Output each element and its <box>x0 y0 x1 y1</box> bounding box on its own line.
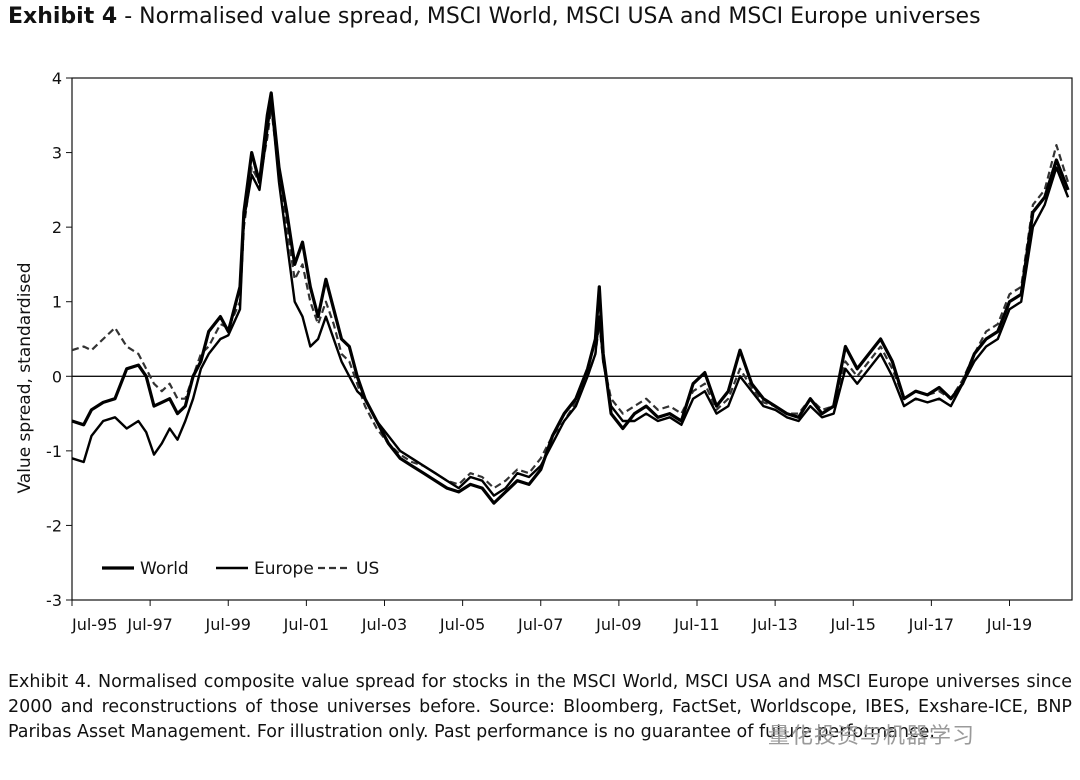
x-tick-label: Jul-07 <box>517 615 563 634</box>
legend-label-us: US <box>356 559 379 579</box>
x-tick-label: Jul-01 <box>283 615 329 634</box>
x-tick-label: Jul-09 <box>595 615 641 634</box>
y-tick-label: 0 <box>52 367 62 386</box>
x-tick-label: Jul-95 <box>71 615 117 634</box>
y-tick-label: -1 <box>46 442 62 461</box>
plot-border <box>71 77 1073 601</box>
y-tick-label: -2 <box>46 516 62 535</box>
x-tick-label: Jul-03 <box>361 615 407 634</box>
x-tick-label: Jul-97 <box>126 615 172 634</box>
watermark: 量化投资与机器学习 <box>768 724 976 749</box>
legend-label-europe: Europe <box>254 559 314 579</box>
series-layer <box>71 91 1070 505</box>
figure-caption: Exhibit 4. Normalised composite value sp… <box>8 672 1072 742</box>
y-axis-ticks: 4 3 2 1 0 -1 -2 -3 <box>46 69 72 610</box>
x-tick-label: Jul-13 <box>751 615 797 634</box>
x-tick-label: Jul-99 <box>205 615 251 634</box>
y-tick-label: 1 <box>52 293 62 312</box>
legend-label-world: World <box>140 559 189 579</box>
y-tick-label: 4 <box>52 69 62 88</box>
legend: World Europe US <box>102 559 379 579</box>
x-tick-label: Jul-15 <box>830 615 876 634</box>
y-tick-label: -3 <box>46 591 62 610</box>
chart-title: Exhibit 4 - Normalised value spread, MSC… <box>8 4 981 29</box>
y-tick-label: 3 <box>52 144 62 163</box>
x-tick-label: Jul-11 <box>673 615 719 634</box>
series-line-world <box>71 91 1070 505</box>
series-line-us <box>71 106 1070 490</box>
x-tick-label: Jul-05 <box>439 615 485 634</box>
plot-frame <box>71 77 1073 601</box>
series-line-europe <box>71 99 1070 497</box>
x-tick-label: Jul-17 <box>908 615 954 634</box>
x-axis-ticks: Jul-95 Jul-97 Jul-99 Jul-01 Jul-03 Jul-05 Jul-… <box>71 600 1032 634</box>
exhibit-number: Exhibit 4 <box>8 4 118 29</box>
y-axis-label: Value spread, standardised <box>15 262 35 493</box>
y-tick-label: 2 <box>52 218 62 237</box>
x-tick-label: Jul-19 <box>986 615 1032 634</box>
title-text: - Normalised value spread, MSCI World, M… <box>117 4 981 29</box>
